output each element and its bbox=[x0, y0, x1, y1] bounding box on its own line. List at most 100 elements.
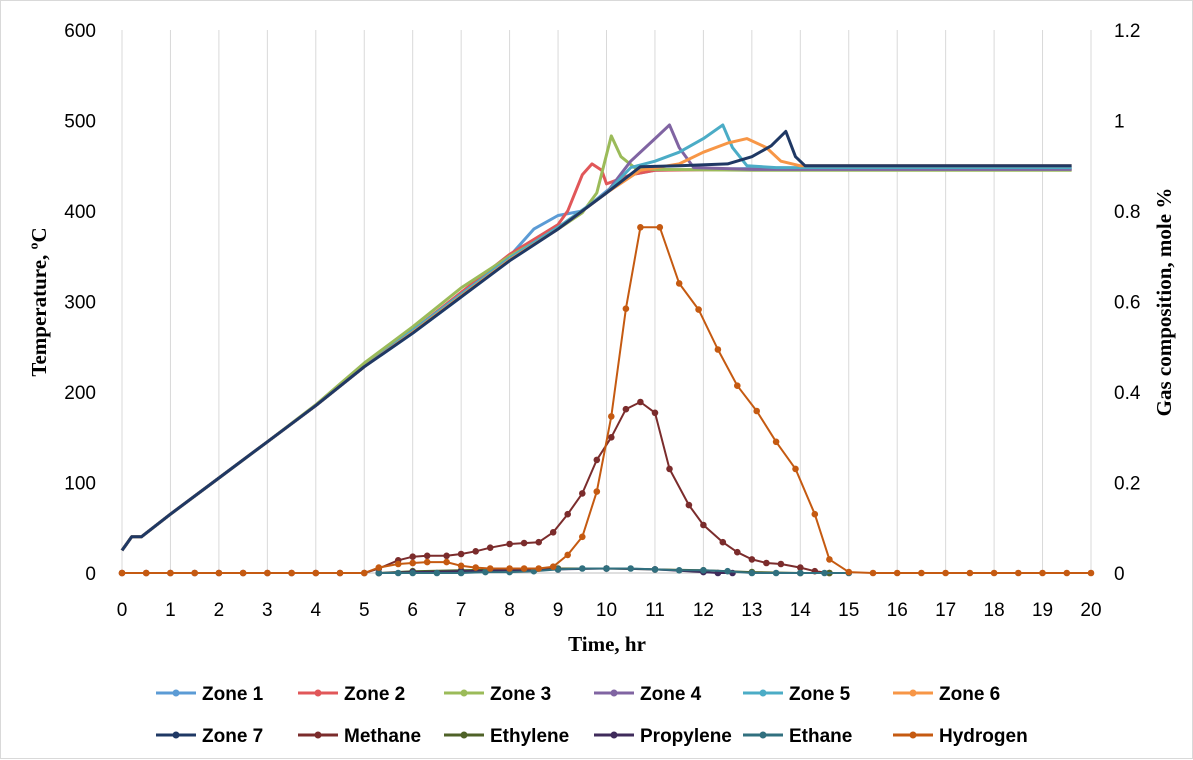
data-point bbox=[554, 566, 562, 573]
legend-marker bbox=[909, 689, 917, 697]
data-point bbox=[748, 569, 756, 577]
x-tick-label: 15 bbox=[838, 600, 859, 621]
y-axis-title: Temperature, ºC bbox=[27, 227, 51, 376]
y2-tick-label: 1 bbox=[1114, 112, 1125, 133]
data-point bbox=[482, 568, 489, 576]
data-point bbox=[608, 413, 615, 420]
y-tick-label: 200 bbox=[64, 383, 96, 404]
series-line-methane bbox=[122, 401, 830, 574]
data-point bbox=[637, 398, 644, 406]
legend-item-methane: Methane bbox=[298, 726, 421, 747]
x-tick-label: 14 bbox=[790, 600, 812, 621]
legend-label: Zone 4 bbox=[640, 684, 702, 705]
x-tick-label: 7 bbox=[456, 600, 467, 621]
legend-marker bbox=[460, 689, 468, 697]
legend-label: Hydrogen bbox=[939, 726, 1028, 747]
data-point bbox=[520, 539, 528, 547]
series-ethane bbox=[375, 565, 853, 577]
y-tick-label: 0 bbox=[85, 564, 96, 585]
data-point bbox=[288, 569, 295, 577]
series-zone-7 bbox=[120, 129, 1072, 552]
data-point bbox=[966, 569, 974, 577]
data-point bbox=[1087, 569, 1095, 577]
y-tick-label: 500 bbox=[64, 112, 96, 133]
data-point bbox=[821, 569, 828, 577]
x-tick-label: 5 bbox=[359, 600, 370, 621]
data-point bbox=[666, 465, 673, 473]
data-point bbox=[797, 569, 804, 577]
data-point bbox=[549, 529, 557, 536]
data-point bbox=[167, 569, 174, 577]
data-point bbox=[423, 558, 431, 566]
legend-label: Ethane bbox=[789, 726, 852, 747]
data-point bbox=[361, 569, 368, 577]
data-point bbox=[608, 434, 615, 441]
data-point bbox=[603, 565, 610, 572]
data-point bbox=[457, 569, 465, 577]
data-point bbox=[695, 306, 702, 313]
x-tick-label: 20 bbox=[1080, 600, 1101, 621]
data-point bbox=[637, 224, 644, 231]
legend-marker bbox=[460, 731, 468, 739]
data-point bbox=[700, 567, 707, 574]
series-methane bbox=[118, 398, 833, 577]
data-point bbox=[409, 553, 417, 560]
x-tick-label: 6 bbox=[407, 600, 418, 621]
data-point bbox=[797, 564, 804, 571]
data-point bbox=[239, 569, 247, 577]
data-point bbox=[772, 569, 780, 577]
x-tick-label: 19 bbox=[1032, 600, 1053, 621]
legend-marker bbox=[172, 731, 180, 739]
data-point bbox=[433, 569, 441, 577]
data-point bbox=[777, 560, 785, 568]
data-point bbox=[869, 569, 877, 577]
x-tick-label: 13 bbox=[741, 600, 762, 621]
data-point bbox=[486, 544, 494, 551]
legend-item-ethylene: Ethylene bbox=[444, 726, 569, 747]
y2-tick-label: 0.2 bbox=[1114, 474, 1140, 495]
y2-tick-label: 0.6 bbox=[1114, 293, 1140, 314]
data-point bbox=[472, 548, 480, 555]
data-point bbox=[651, 566, 659, 573]
data-point bbox=[443, 558, 450, 566]
legend-marker bbox=[314, 689, 322, 697]
legend-marker bbox=[909, 731, 917, 739]
data-point bbox=[792, 465, 799, 473]
data-point bbox=[734, 548, 741, 556]
data-point bbox=[990, 569, 998, 577]
x-tick-label: 2 bbox=[214, 600, 225, 621]
legend-item-ethane: Ethane bbox=[743, 726, 852, 747]
data-point bbox=[506, 565, 513, 572]
data-point bbox=[423, 552, 431, 560]
data-point bbox=[564, 510, 571, 518]
legend-marker bbox=[759, 731, 767, 739]
y-tick-label: 100 bbox=[64, 474, 96, 495]
data-point bbox=[700, 521, 707, 529]
data-point bbox=[714, 346, 722, 353]
data-point bbox=[1063, 569, 1071, 577]
data-point bbox=[753, 407, 760, 415]
data-point bbox=[535, 565, 542, 572]
data-point bbox=[675, 567, 683, 574]
gridlines bbox=[121, 30, 1092, 573]
data-point bbox=[506, 540, 513, 548]
y2-axis-title: Gas composition, mole % bbox=[1152, 188, 1176, 417]
data-point bbox=[579, 565, 586, 572]
data-point bbox=[675, 280, 683, 287]
y-tick-label: 300 bbox=[64, 293, 96, 314]
legend-label: Ethylene bbox=[490, 726, 569, 747]
x-tick-label: 3 bbox=[262, 600, 273, 621]
data-point bbox=[772, 438, 780, 446]
series-layer bbox=[118, 123, 1095, 577]
data-point bbox=[549, 563, 557, 570]
data-point bbox=[375, 569, 383, 577]
data-point bbox=[918, 569, 925, 577]
legend-marker bbox=[610, 689, 618, 697]
legend-label: Zone 5 bbox=[789, 684, 851, 705]
legend-item-zone-7: Zone 7 bbox=[156, 726, 263, 747]
data-point bbox=[457, 550, 465, 558]
data-point bbox=[651, 409, 659, 417]
data-point bbox=[893, 569, 901, 577]
data-point bbox=[312, 569, 320, 577]
